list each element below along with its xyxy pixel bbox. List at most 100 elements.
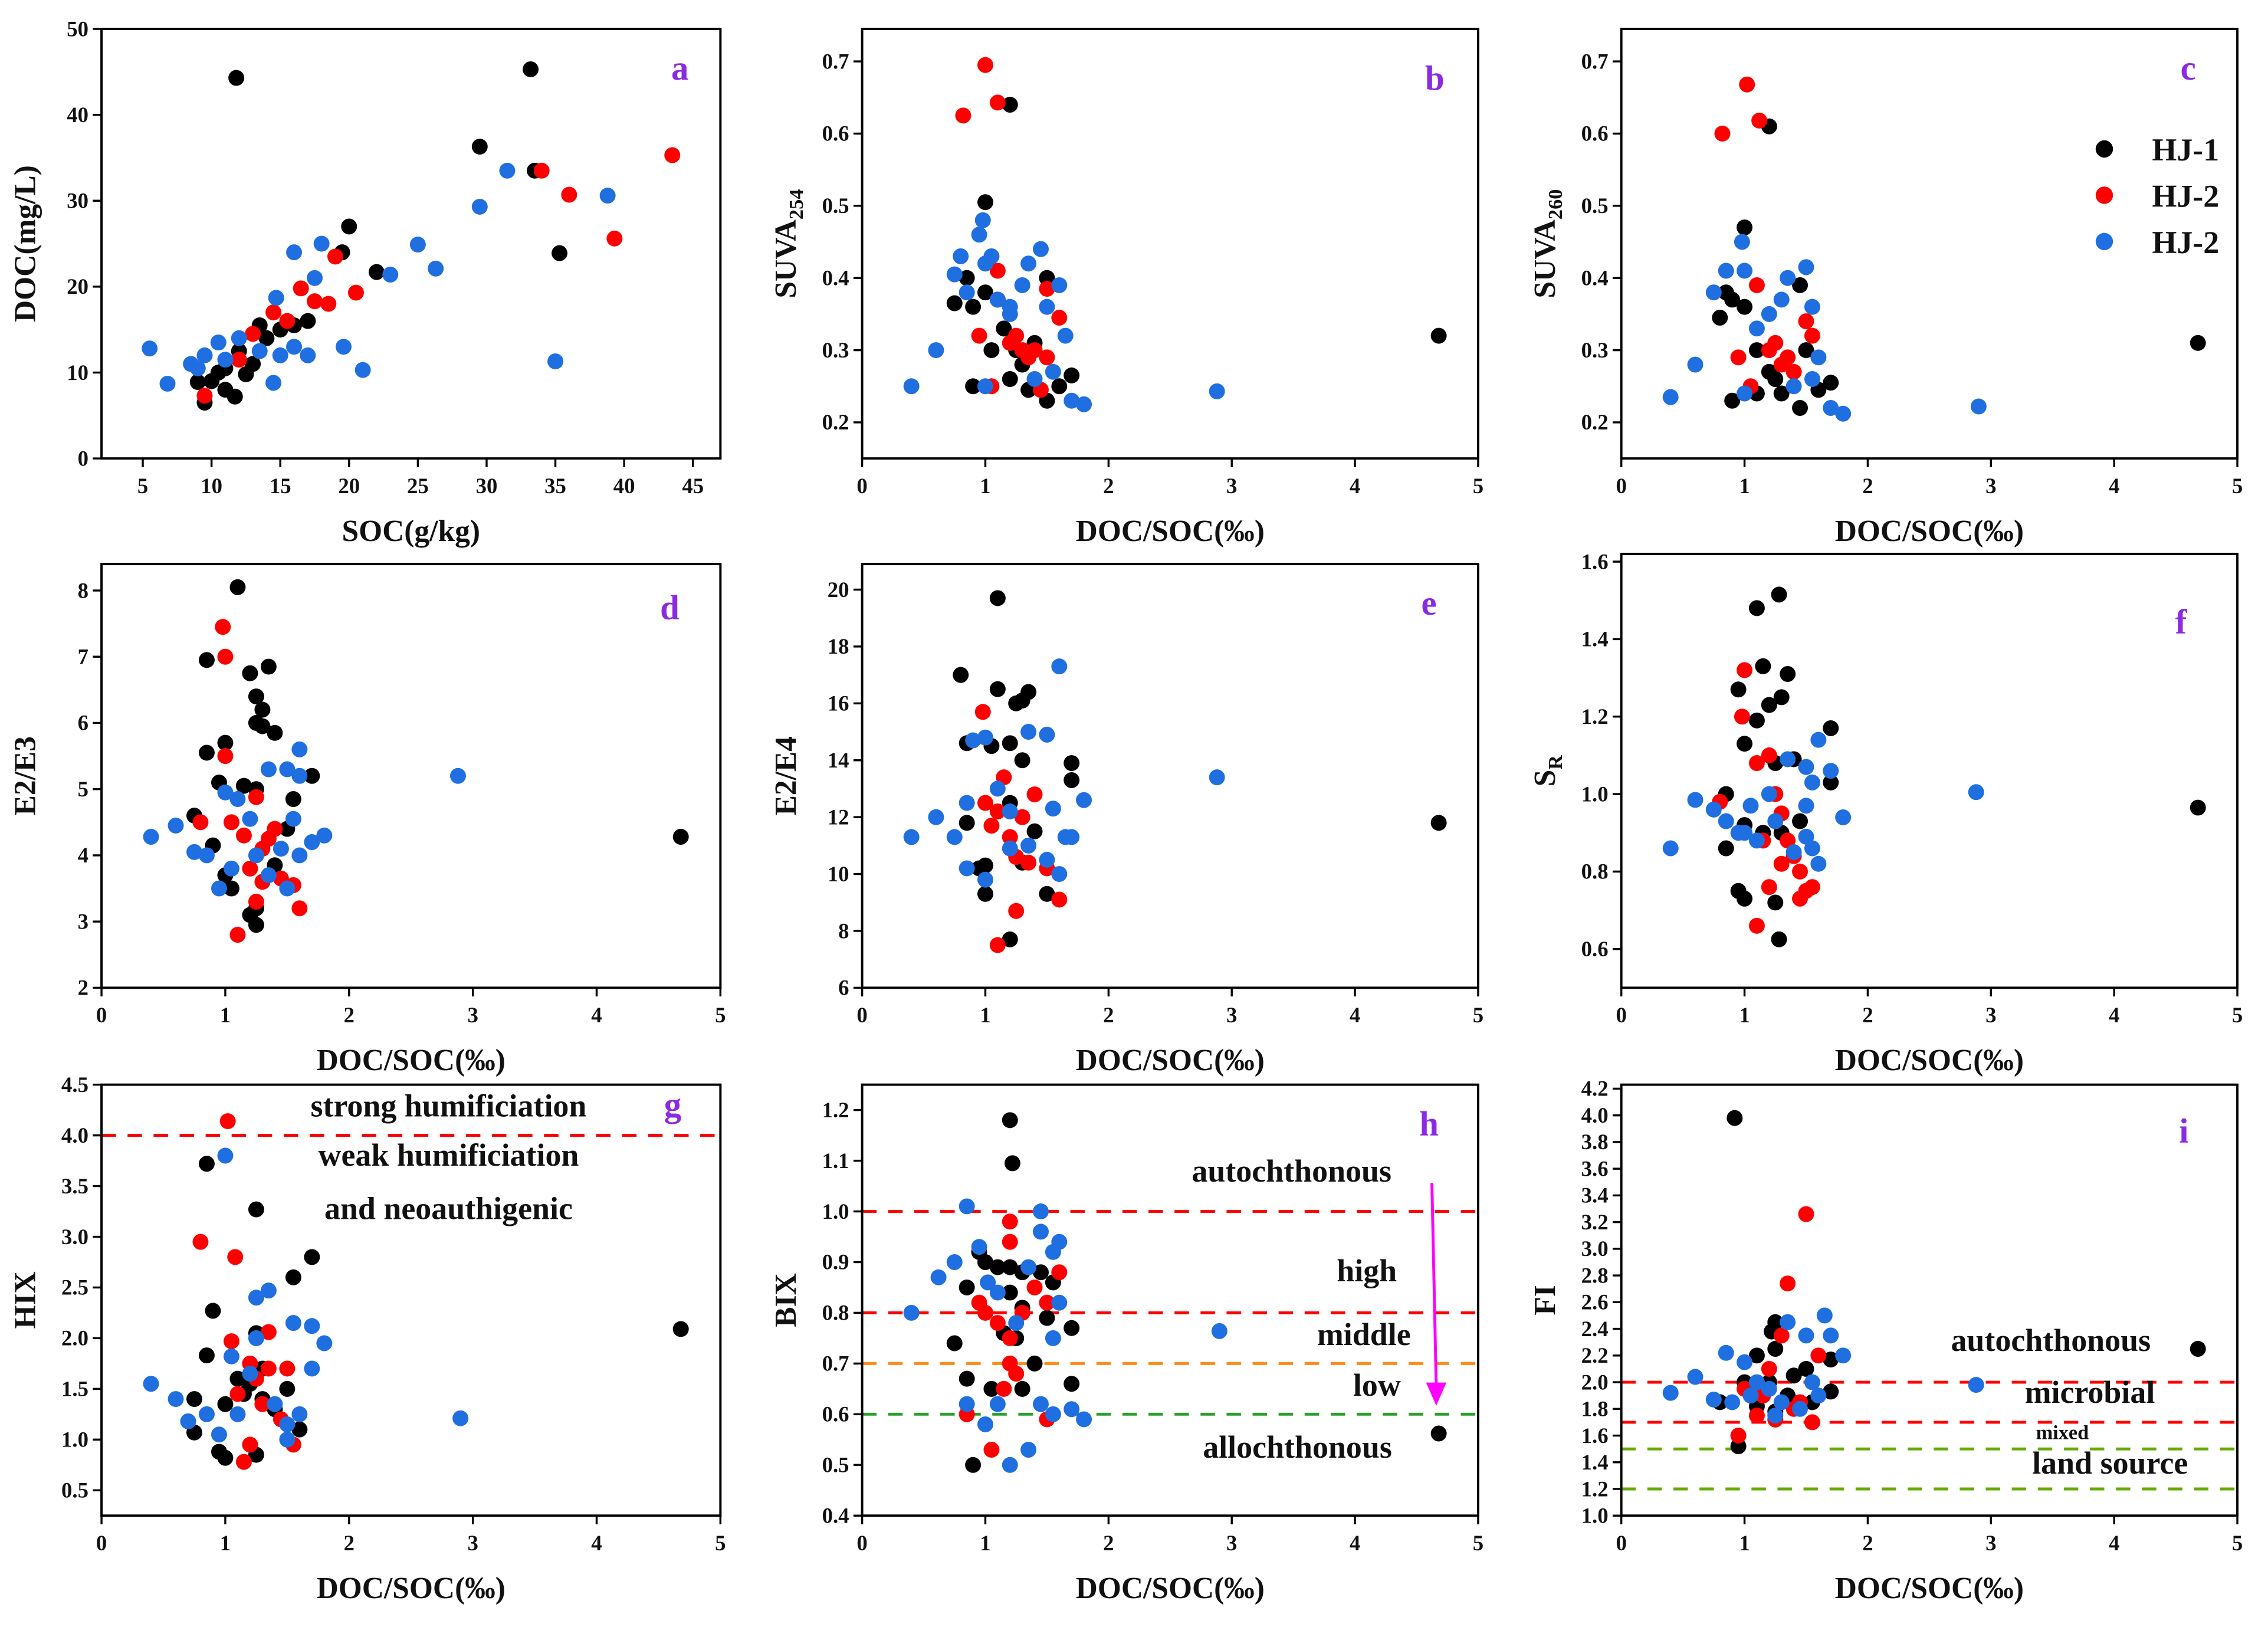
data-point-hj-2-s1 [231,352,247,368]
data-point-hj-2-s2 [304,834,320,850]
data-point-hj-2-s2 [1718,813,1734,829]
data-point-hj-2-s2 [989,1396,1006,1412]
data-point-hj-1-s0 [267,724,283,741]
y-tick-label: 0.4 [822,265,849,290]
data-point-hj-2-s1 [1734,708,1750,725]
data-point-hj-2-s1 [664,147,681,163]
x-tick-label: 30 [476,474,498,498]
data-point-hj-2-s2 [1748,320,1765,337]
data-point-hj-2-s2 [285,811,301,827]
data-point-hj-2-s2 [260,1282,277,1299]
x-tick-label: 3 [1985,1003,1996,1027]
data-point-hj-2-s2 [977,871,993,888]
arrow-head-icon [1426,1382,1447,1406]
y-tick-label: 0.2 [1581,410,1609,434]
annotation-label: and neoauthigenic [324,1191,573,1226]
data-point-hj-2-s2 [1064,829,1080,845]
data-point-hj-2-s2 [1032,1396,1049,1412]
panel-letter: d [660,588,680,626]
data-point-hj-2-s1 [1773,855,1790,872]
y-axis-label: HIX [8,1271,42,1329]
y-axis-label-main: SUVA [1528,219,1562,298]
data-point-hj-1-s0 [254,718,271,734]
x-tick-label: 5 [2232,1003,2243,1027]
data-point-hj-2-s2 [959,284,975,301]
data-point-hj-2-s1 [1008,327,1025,344]
data-point-hj-2-s1 [291,900,308,917]
data-point-hj-2-s2 [382,267,399,283]
data-point-hj-1-s0 [1430,815,1447,831]
data-point-hj-2-s2 [1032,1203,1049,1220]
data-point-hj-2-s2 [1761,786,1777,802]
data-point-hj-2-s1 [1792,890,1809,907]
panel-letter: f [2175,603,2188,641]
y-tick-label: 0.5 [1581,193,1609,218]
y-tick-label: 14 [828,748,849,772]
y-tick-label: 5 [78,777,88,801]
data-point-hj-1-s0 [248,917,264,933]
data-point-hj-2-s2 [1742,1387,1759,1404]
data-point-hj-1-s0 [1039,885,1055,902]
data-point-hj-2-s2 [1816,1307,1833,1324]
data-point-hj-1-s0 [1737,298,1753,315]
x-tick-label: 3 [467,1003,478,1027]
y-tick-label: 1.0 [1581,1503,1609,1527]
data-point-hj-2-s2 [1737,825,1753,841]
y-tick-label: 0.9 [822,1250,849,1274]
x-tick-label: 4 [591,1531,602,1555]
data-point-hj-2-s2 [1057,327,1074,344]
data-point-hj-2-s2 [989,291,1006,308]
panel-letter: b [1425,59,1445,97]
y-tick-label: 1.0 [822,1199,849,1223]
data-point-hj-1-s0 [285,791,301,808]
data-point-hj-2-s2 [1718,263,1734,279]
x-tick-label: 40 [613,474,635,498]
data-point-hj-2-s2 [1064,1401,1080,1418]
data-point-hj-2-s2 [267,1396,283,1412]
data-point-hj-2-s2 [903,378,920,395]
data-point-hj-2-s1 [561,186,577,203]
data-point-hj-1-s0 [341,218,357,235]
data-point-hj-2-s2 [1835,809,1852,825]
data-point-hj-2-s2 [1773,1394,1790,1410]
y-tick-label: 20 [67,274,88,298]
data-point-hj-1-s0 [229,579,246,595]
data-point-hj-2-s2 [946,266,963,283]
data-point-hj-2-s1 [260,1324,277,1340]
data-point-hj-2-s1 [260,1360,277,1377]
data-point-hj-2-s2 [959,1198,975,1215]
data-point-hj-2-s2 [1045,1330,1061,1346]
data-point-hj-1-s0 [1823,375,1839,391]
data-point-hj-1-s0 [965,378,982,395]
data-point-hj-1-s0 [1724,392,1741,409]
data-point-hj-1-s0 [1712,310,1728,326]
data-point-hj-1-s0 [989,1259,1006,1275]
data-point-hj-1-s0 [1014,693,1030,708]
x-tick-label: 4 [2109,474,2119,498]
y-tick-label: 10 [828,862,849,886]
data-point-hj-2-s2 [229,1406,246,1422]
y-tick-label: 1.0 [61,1428,88,1452]
legend-marker [2095,186,2113,204]
data-point-hj-2-s2 [335,339,352,355]
data-point-hj-2-s2 [1737,385,1753,402]
data-point-hj-1-s0 [1773,385,1790,402]
data-point-hj-2-s1 [1761,879,1777,895]
x-axis-label: DOC/SOC(‰) [317,1572,506,1605]
data-point-hj-2-s2 [1051,658,1068,675]
data-point-hj-1-s0 [248,1201,264,1218]
data-point-hj-2-s2 [1780,1314,1796,1330]
y-tick-label: 12 [828,805,849,829]
data-point-hj-1-s0 [260,658,277,675]
x-tick-label: 0 [1616,474,1626,498]
data-point-hj-2-s2 [198,847,215,864]
x-tick-label: 1 [980,474,990,498]
x-axis-label: DOC/SOC(‰) [1835,1572,2024,1605]
data-point-hj-2-s2 [971,227,987,243]
data-point-hj-2-s2 [452,1410,469,1426]
x-tick-label: 20 [338,474,360,498]
data-point-hj-2-s2 [168,817,184,834]
data-point-hj-2-s2 [1662,1385,1679,1401]
x-tick-label: 10 [201,474,222,498]
y-tick-label: 7 [78,644,88,668]
